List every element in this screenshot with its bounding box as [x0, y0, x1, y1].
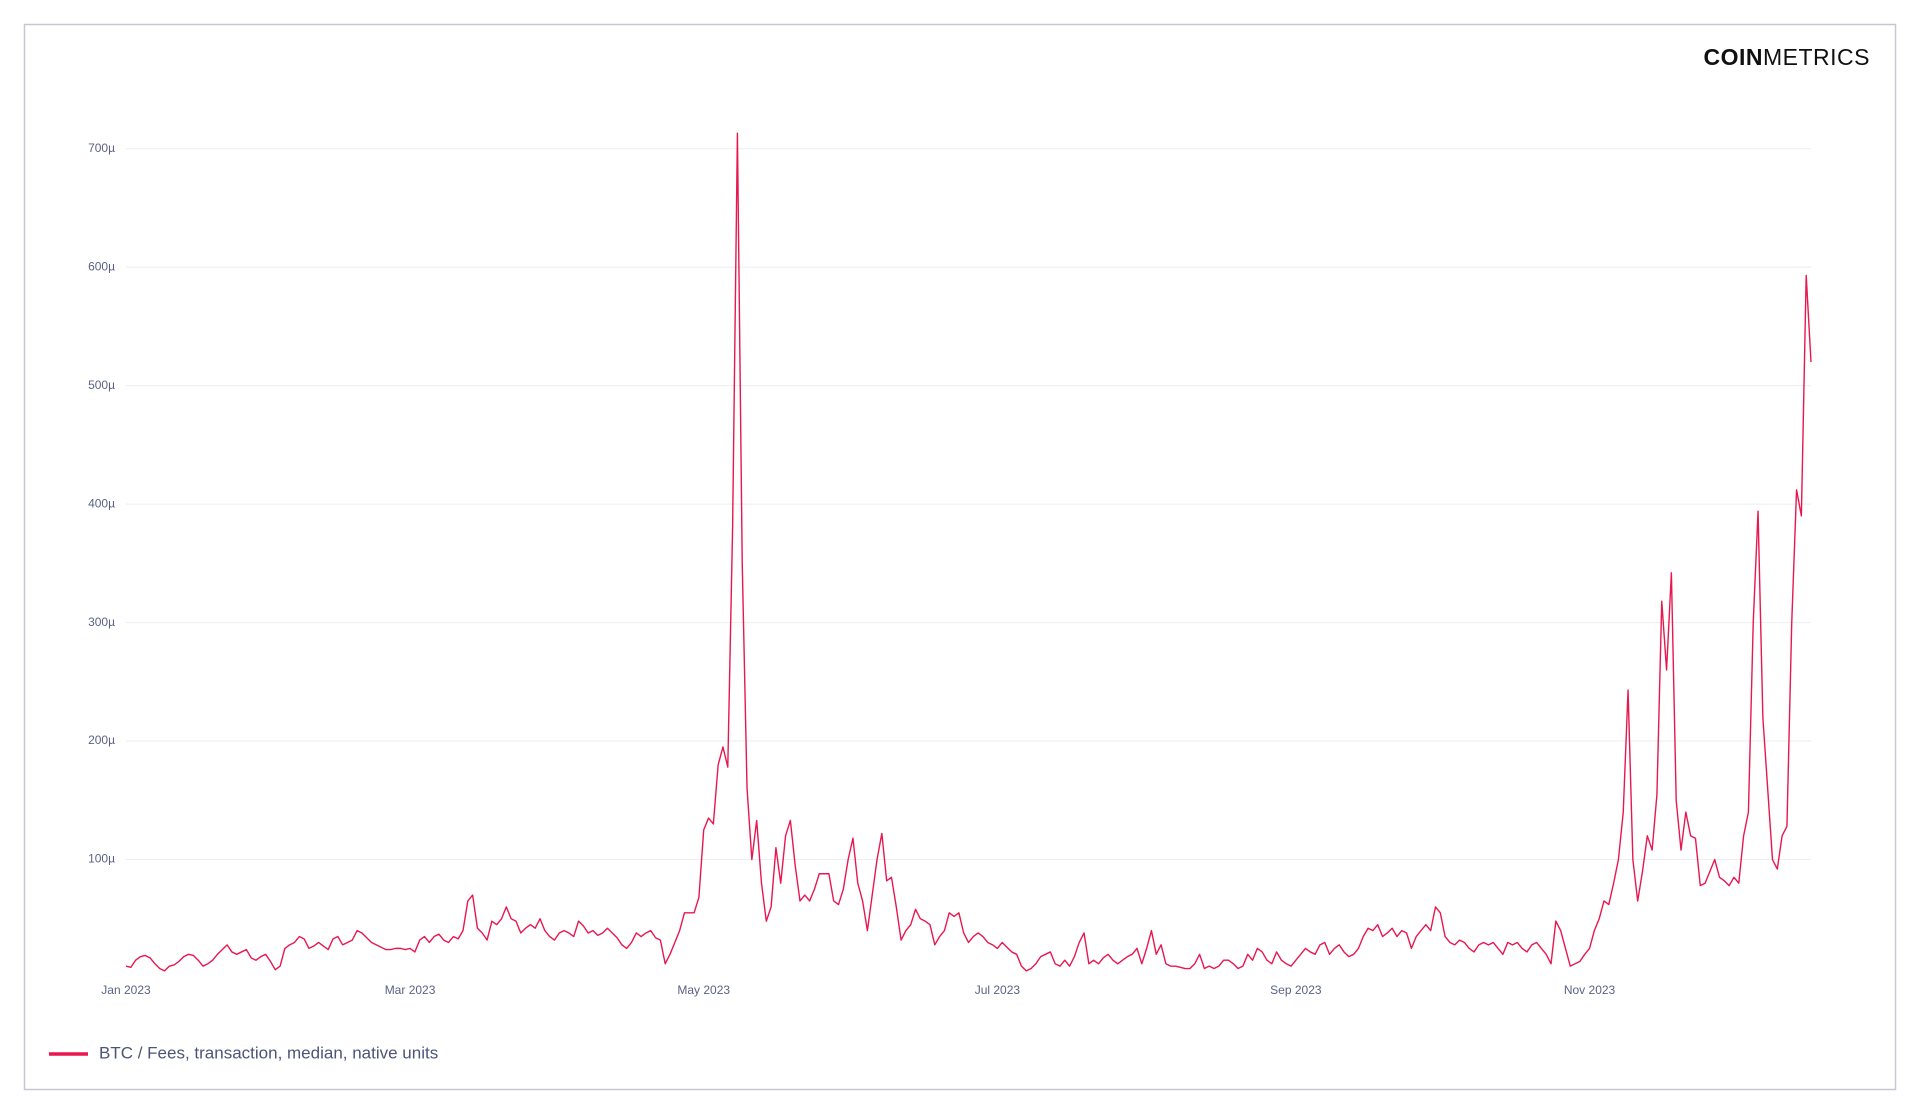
series-line — [125, 132, 1812, 972]
legend-label: BTC / Fees, transaction, median, native … — [99, 1043, 438, 1062]
x-tick-label: Mar 2023 — [385, 983, 436, 997]
logo-light: METRICS — [1763, 44, 1870, 70]
logo-bold: COIN — [1704, 44, 1764, 70]
x-tick-label: Jul 2023 — [975, 983, 1021, 997]
y-tick-label: 400µ — [88, 496, 115, 510]
logo: COINMETRICS — [1704, 44, 1871, 70]
frame — [23, 23, 1897, 1091]
y-tick-label: 600µ — [88, 259, 115, 273]
y-tick-label: 700µ — [88, 141, 115, 155]
y-tick-label: 300µ — [88, 615, 115, 629]
y-tick-label: 200µ — [88, 733, 115, 747]
y-tick-label: 500µ — [88, 378, 115, 392]
x-tick-label: Nov 2023 — [1564, 983, 1616, 997]
legend: BTC / Fees, transaction, median, native … — [49, 1043, 438, 1062]
y-tick-label: 100µ — [88, 852, 115, 866]
x-tick-label: Sep 2023 — [1270, 983, 1322, 997]
x-tick-label: May 2023 — [677, 983, 730, 997]
x-tick-label: Jan 2023 — [101, 983, 151, 997]
plot-area: 100µ 200µ 300µ 400µ 500µ 600µ 700µ Jan 2023 Mar … — [88, 132, 1812, 997]
